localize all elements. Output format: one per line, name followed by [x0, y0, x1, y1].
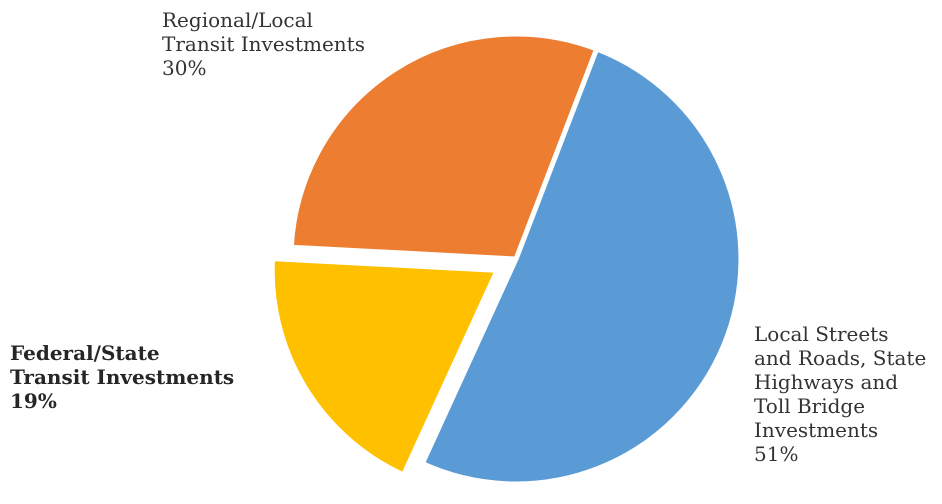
slice-value-label: 30%	[162, 56, 207, 80]
slice-label-line: Transit Investments	[10, 365, 235, 389]
slice-value-label: 51%	[754, 442, 799, 466]
slice-label-line: Transit Investments	[162, 32, 365, 56]
slice-label-line: Investments	[754, 418, 879, 442]
slice-label-line: Regional/Local	[162, 8, 313, 32]
slice-label-line: Local Streets	[754, 322, 889, 346]
pie-slice-1	[269, 256, 500, 478]
slice-label-federal-state-transit: Federal/State Transit Investments 19%	[10, 341, 234, 413]
slice-value-label: 19%	[10, 389, 57, 413]
slice-label-line: Toll Bridge	[754, 394, 866, 418]
slice-label-line: Federal/State	[10, 341, 160, 365]
slice-label-line: Highways and	[754, 370, 899, 394]
slice-label-line: and Roads, State	[754, 346, 927, 370]
slice-label-local-streets-roads: Local Streets and Roads, State Highways …	[754, 322, 926, 466]
slice-label-regional-local-transit: Regional/Local Transit Investments 30%	[162, 8, 365, 80]
pie-slice-2	[288, 31, 600, 262]
pie-slices	[269, 31, 744, 487]
pie-slice-0	[419, 46, 744, 487]
